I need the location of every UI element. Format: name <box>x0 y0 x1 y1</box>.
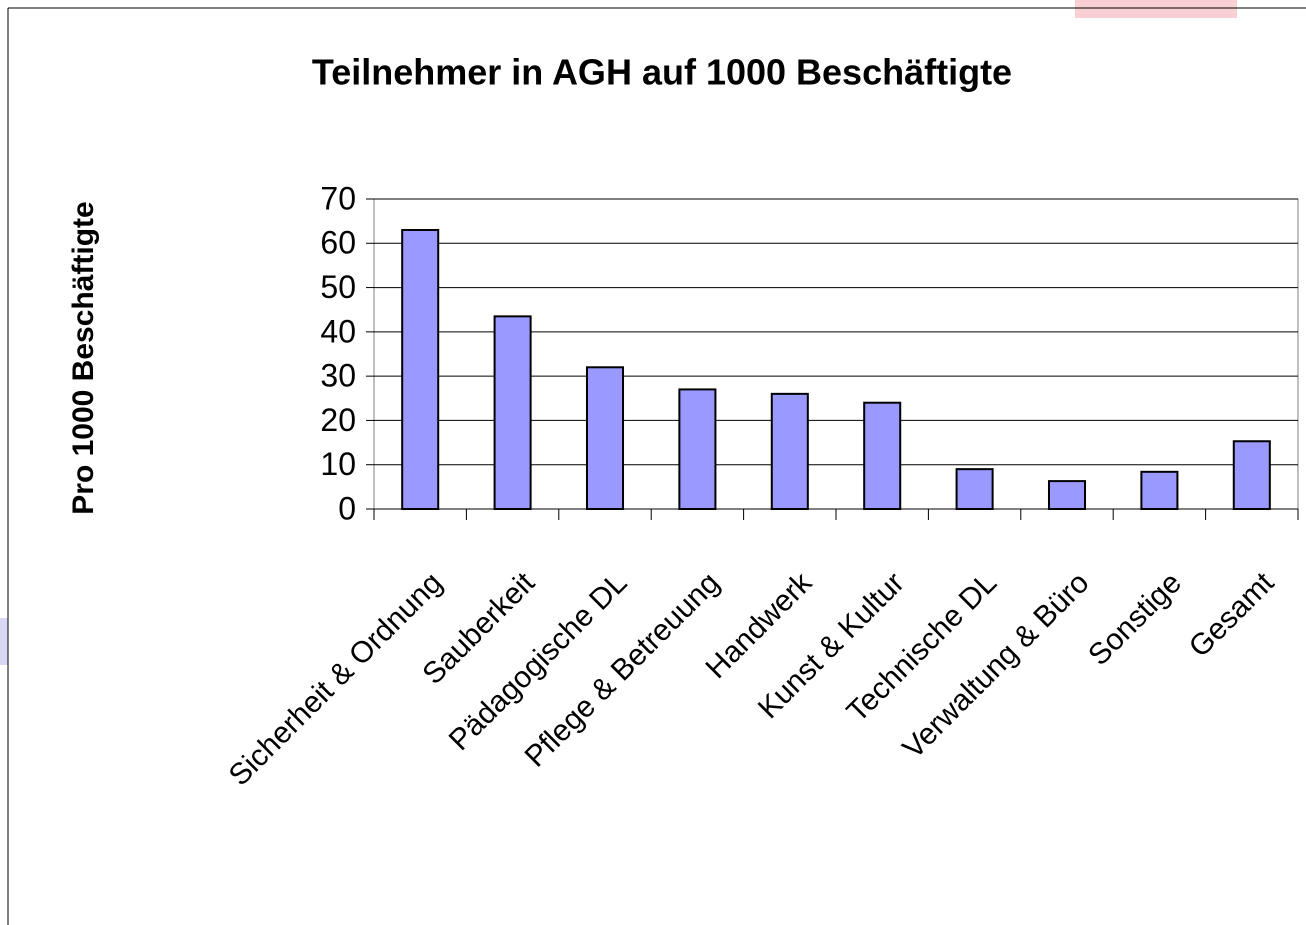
y-tick-label: 50 <box>320 269 356 305</box>
x-tick-label: Pädagogische DL <box>443 566 634 757</box>
y-tick-label: 70 <box>320 180 356 216</box>
bar <box>493 315 532 510</box>
bar <box>955 468 994 510</box>
y-tick-label: 30 <box>320 358 356 394</box>
x-tick-label: Gesamt <box>1183 566 1281 664</box>
x-tick-label: Sicherheit & Ordnung <box>223 566 449 792</box>
bar <box>678 388 717 510</box>
bar <box>863 401 902 511</box>
x-tick-label: Sonstige <box>1082 566 1188 672</box>
bar <box>585 366 625 510</box>
y-tick-label: 10 <box>320 446 356 482</box>
bar <box>1140 470 1179 510</box>
y-tick-label: 60 <box>320 225 356 261</box>
bar <box>1232 440 1271 510</box>
chart-title: Teilnehmer in AGH auf 1000 Beschäftigte <box>312 52 1012 93</box>
bar <box>401 229 440 510</box>
y-axis-title: Pro 1000 Beschäftigte <box>67 201 100 514</box>
y-tick-label: 40 <box>320 313 356 349</box>
bar <box>1047 480 1087 511</box>
decoration <box>1075 0 1237 18</box>
y-tick-label: 20 <box>320 402 356 438</box>
bar <box>770 392 809 511</box>
decoration <box>0 618 8 665</box>
y-tick-label: 0 <box>338 490 356 526</box>
